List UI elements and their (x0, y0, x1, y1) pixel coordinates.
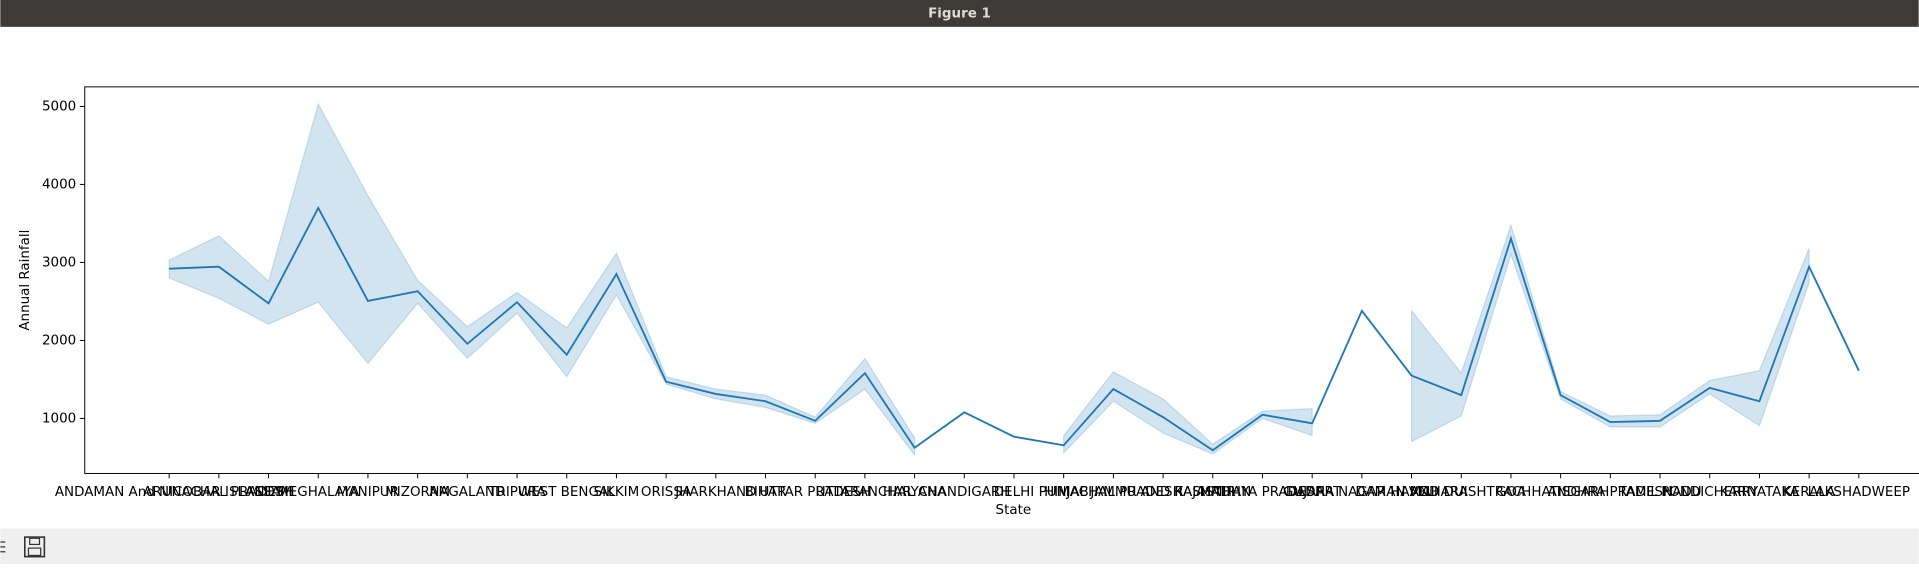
x-tick-label: ASSAM (245, 485, 292, 500)
x-tick-label: TAMIL NADU (1617, 485, 1701, 500)
x-tick-label: NAGALAND (429, 485, 505, 500)
config-button[interactable] (0, 541, 6, 553)
x-tick-label: WEST BENGAL (518, 485, 616, 500)
toolbar (0, 528, 1919, 564)
x-tick-label: PUNJAB (1039, 485, 1089, 500)
x-axis-label: State (996, 503, 1032, 518)
axes-frame (84, 86, 1919, 474)
x-tick-label: HARYANA (883, 485, 947, 500)
y-tick-label: 2000 (42, 333, 76, 348)
x-tick-label: RAJASTHAN (1174, 485, 1251, 500)
x-tick-label: MEGHALAYA (277, 485, 360, 500)
x-tick-label: GUJARAT (1283, 485, 1342, 500)
y-tick-label: 5000 (42, 99, 76, 114)
x-tick-label: KERALA (1783, 485, 1836, 500)
y-tick-label: 3000 (42, 255, 76, 270)
ci-band (168, 102, 916, 457)
save-button[interactable] (24, 536, 46, 558)
x-tick-label: MIZORAM (385, 485, 450, 500)
data-line (169, 206, 1860, 452)
x-tick-label: PONDICHERRY (1661, 485, 1759, 500)
x-tick-label: DADAR NAGAR HAVELI (1286, 485, 1438, 500)
y-tick-label: 4000 (42, 177, 76, 192)
x-tick-label: MANIPUR (337, 485, 399, 500)
x-tick-label: DAMAN AND DUI (1355, 485, 1467, 500)
x-tick-label: BIHAR (745, 485, 787, 500)
x-tick-label: HIMACHAL PRADESH (1044, 485, 1183, 500)
x-tick-label: DELHI (994, 485, 1034, 500)
x-tick-label: CHHATISGARH (1512, 485, 1610, 500)
x-tick-label: SIKKIM (594, 485, 640, 500)
y-axis-label: Annual Rainfall (18, 230, 33, 331)
canvas (0, 26, 1919, 529)
y-tick-label: 1000 (42, 411, 76, 426)
x-tick-label: UTTARANCHAL (816, 485, 915, 500)
x-tick-label: ANDAMAN And NICOBAR ISLANDS (55, 485, 284, 500)
x-tick-label: MAHARASHTRA (1410, 485, 1514, 500)
x-tick-label: ANDHRA PRADESH (1548, 485, 1674, 500)
x-tick-label: JHARKHAND (674, 485, 756, 500)
x-tick-label: MADHYA PRADESH (1200, 485, 1325, 500)
x-tick-label: ARUNACHAL PRADESH (143, 485, 294, 500)
x-tick-label: KARNATAKA (1720, 485, 1800, 500)
x-tick-label: GOA (1496, 485, 1527, 500)
x-tick-label: JAMMU AND KASHMIR (1089, 485, 1235, 500)
x-tick-label: CHANDIGARH (918, 485, 1010, 500)
x-tick-label: LAKSHADWEEP (1808, 485, 1910, 500)
title-bar (0, 0, 1919, 27)
window-title: Figure 1 (928, 6, 991, 21)
ci-band (1063, 371, 1313, 455)
x-tick-label: UTTAR PRADESH (760, 485, 871, 500)
x-tick-label: ORISSA (641, 485, 692, 500)
x-tick-label: TRIPURA (487, 485, 546, 500)
